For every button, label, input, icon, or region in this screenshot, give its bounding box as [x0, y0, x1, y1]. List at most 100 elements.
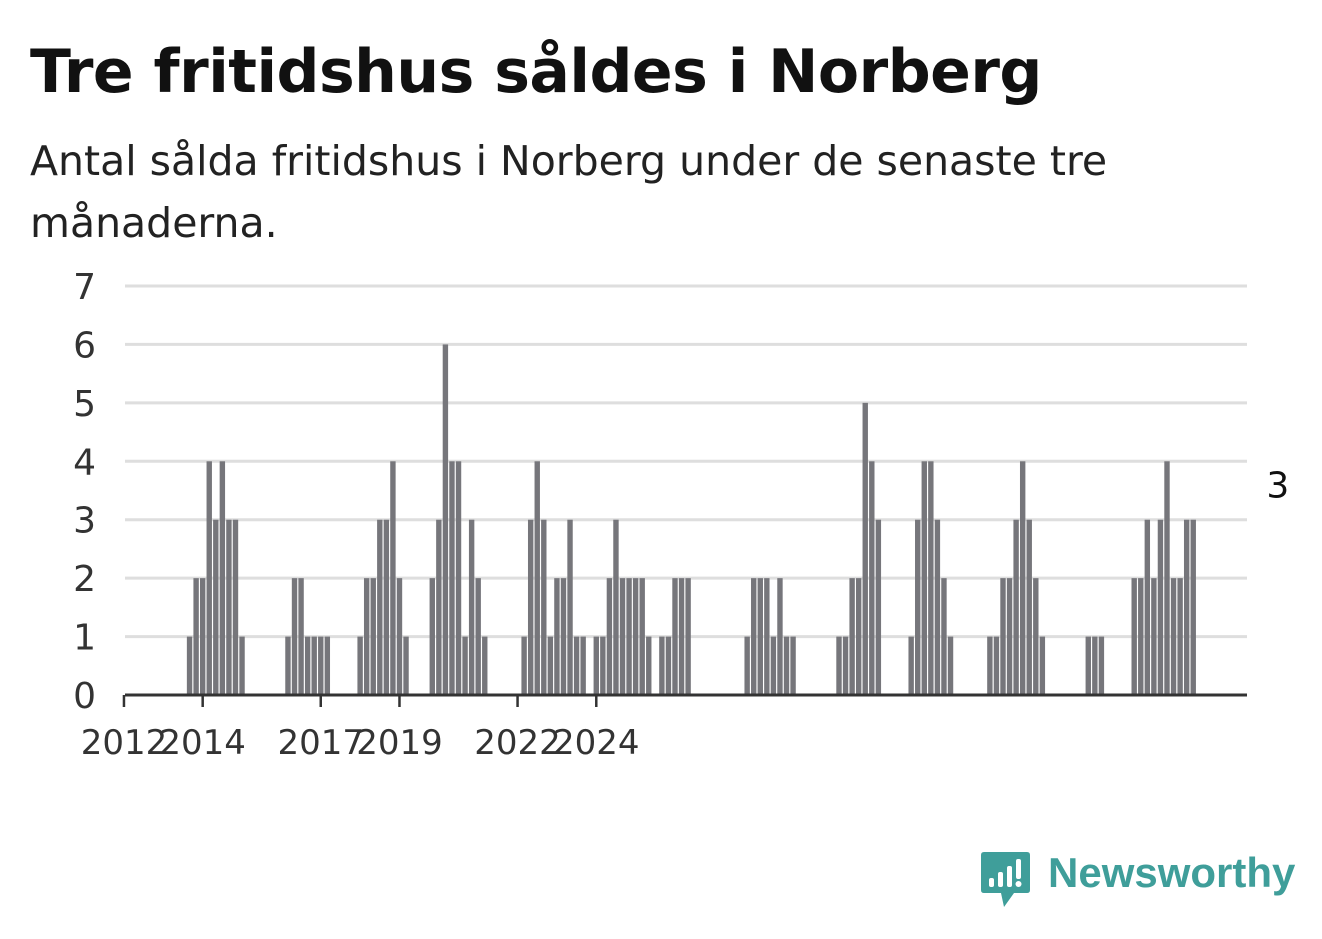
bar	[311, 636, 317, 695]
bar	[915, 519, 921, 695]
chart-subtitle: Antal sålda fritidshus i Norberg under d…	[30, 137, 1108, 247]
bar	[1138, 578, 1144, 695]
x-tick-label: 2024	[553, 723, 640, 763]
bar	[862, 402, 868, 695]
bar	[672, 578, 678, 695]
bar	[908, 636, 914, 695]
bar	[1033, 578, 1039, 695]
bar	[541, 519, 547, 695]
bar	[1006, 578, 1013, 695]
y-tick-label: 2	[73, 559, 96, 600]
bar	[1183, 519, 1190, 695]
bar	[206, 461, 212, 695]
bar	[947, 636, 954, 695]
bar	[527, 519, 534, 695]
bar	[377, 519, 383, 695]
gridlines	[125, 284, 1247, 639]
bar	[842, 636, 849, 695]
bar	[436, 519, 442, 695]
bar	[468, 519, 475, 695]
bar	[1013, 519, 1019, 695]
bar	[1177, 578, 1183, 695]
y-axis-tick-labels: 0 1 2 3 4 5 6 7	[73, 267, 96, 717]
bar	[357, 636, 363, 695]
x-tick-label: 2022	[474, 723, 561, 763]
bar	[318, 636, 324, 695]
brand-name: Newsworthy	[1048, 849, 1296, 896]
highlight-value-label: 3	[1266, 466, 1289, 507]
bar	[764, 578, 770, 695]
y-tick-label: 3	[73, 501, 96, 542]
bar	[613, 519, 619, 695]
bar	[1026, 519, 1032, 695]
bar	[987, 636, 993, 695]
bar	[567, 519, 573, 695]
y-tick-label: 1	[73, 618, 96, 659]
bar	[462, 636, 468, 695]
bar	[836, 636, 842, 695]
bar	[1085, 636, 1091, 695]
bar	[744, 636, 750, 695]
bar	[1157, 519, 1164, 695]
annotations: 3	[1266, 466, 1289, 510]
bar	[213, 519, 219, 695]
bar	[757, 578, 763, 695]
bar	[291, 578, 298, 695]
bar	[665, 636, 672, 695]
bar	[941, 578, 947, 695]
bar	[455, 461, 462, 695]
bar	[580, 636, 586, 695]
bar	[226, 519, 232, 695]
bar	[1019, 461, 1026, 695]
bars	[186, 344, 1196, 695]
bar	[554, 578, 560, 695]
bar	[1151, 578, 1157, 695]
bar	[285, 636, 291, 695]
chart-title: Tre fritidshus såldes i Norberg	[30, 37, 1042, 107]
x-tick-label: 2012	[81, 723, 168, 763]
bar	[751, 578, 757, 695]
bar	[482, 636, 488, 695]
bar	[396, 578, 403, 695]
y-tick-label: 6	[73, 325, 96, 366]
bar	[1098, 636, 1105, 695]
bar	[449, 461, 455, 695]
bar	[626, 578, 632, 695]
bar	[390, 461, 396, 695]
bar	[370, 578, 376, 695]
bar	[849, 578, 855, 695]
bar	[573, 636, 580, 695]
bar	[1039, 636, 1046, 695]
bar	[934, 519, 941, 695]
bar	[783, 636, 790, 695]
bar	[993, 636, 1000, 695]
bar	[560, 578, 567, 695]
bar	[186, 636, 193, 695]
bar	[875, 519, 882, 695]
bar	[855, 578, 862, 695]
bar	[219, 461, 226, 695]
x-tick-label: 2017	[277, 723, 364, 763]
bar	[475, 578, 481, 695]
bar	[600, 636, 606, 695]
newsworthy-logo: Newsworthy	[981, 850, 1301, 910]
y-tick-label: 0	[73, 676, 96, 717]
bar	[685, 578, 691, 695]
bar	[869, 461, 875, 695]
y-tick-label: 5	[73, 384, 96, 425]
bar	[1170, 578, 1177, 695]
bar	[632, 578, 639, 695]
bar	[1144, 519, 1151, 695]
bar	[1190, 519, 1196, 695]
bar	[777, 578, 783, 695]
bar	[383, 519, 390, 695]
bar	[678, 578, 685, 695]
bar	[298, 578, 304, 695]
bar	[593, 636, 599, 695]
bar	[442, 344, 449, 695]
bar	[659, 636, 665, 695]
bar	[1000, 578, 1006, 695]
bar	[1131, 578, 1137, 695]
